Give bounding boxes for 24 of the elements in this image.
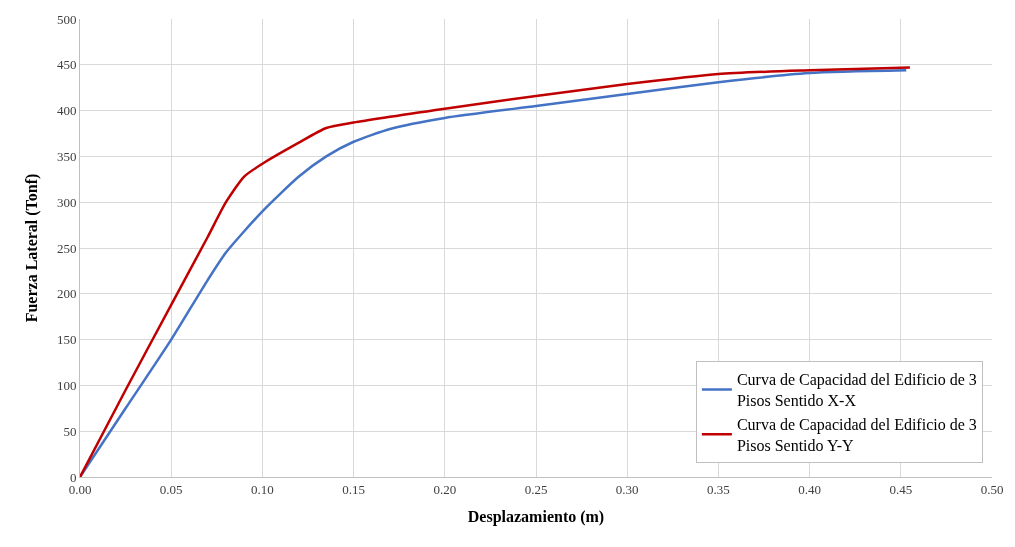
y-tick-label: 50 bbox=[63, 423, 77, 439]
y-tick-label: 500 bbox=[56, 11, 77, 27]
x-tick-label: 0.15 bbox=[342, 481, 365, 497]
legend-label: Curva de Capacidad del Edificio de 3 Pisos Sentido X-X bbox=[736, 371, 977, 410]
x-tick-label: 0.40 bbox=[798, 481, 821, 497]
y-tick-label: 350 bbox=[56, 148, 77, 164]
y-tick-label: 250 bbox=[56, 240, 77, 256]
y-axis-title: Fuerza Lateral (Tonf) bbox=[22, 173, 41, 323]
y-tick-label: 450 bbox=[56, 57, 77, 73]
y-tick-label: 200 bbox=[56, 286, 77, 302]
x-tick-label: 0.05 bbox=[159, 481, 183, 497]
y-tick-label: 100 bbox=[56, 377, 77, 393]
x-tick-label: 0.20 bbox=[433, 481, 457, 497]
x-tick-label: 0.45 bbox=[889, 481, 913, 497]
x-tick-label: 0.35 bbox=[707, 481, 730, 497]
x-tick-label: 0.10 bbox=[251, 481, 274, 497]
y-tick-label: 150 bbox=[56, 332, 77, 348]
x-tick-label: 0.30 bbox=[615, 481, 639, 497]
legend-label: Curva de Capacidad del Edificio de 3 Pisos Sentido Y-Y bbox=[736, 416, 977, 454]
y-tick-label: 300 bbox=[56, 194, 77, 210]
x-tick-label: 0.50 bbox=[980, 481, 1004, 497]
x-tick-label: 0.25 bbox=[524, 481, 548, 497]
x-axis-title: Desplazamiento (m) bbox=[467, 508, 605, 527]
y-tick-label: 400 bbox=[56, 103, 77, 119]
